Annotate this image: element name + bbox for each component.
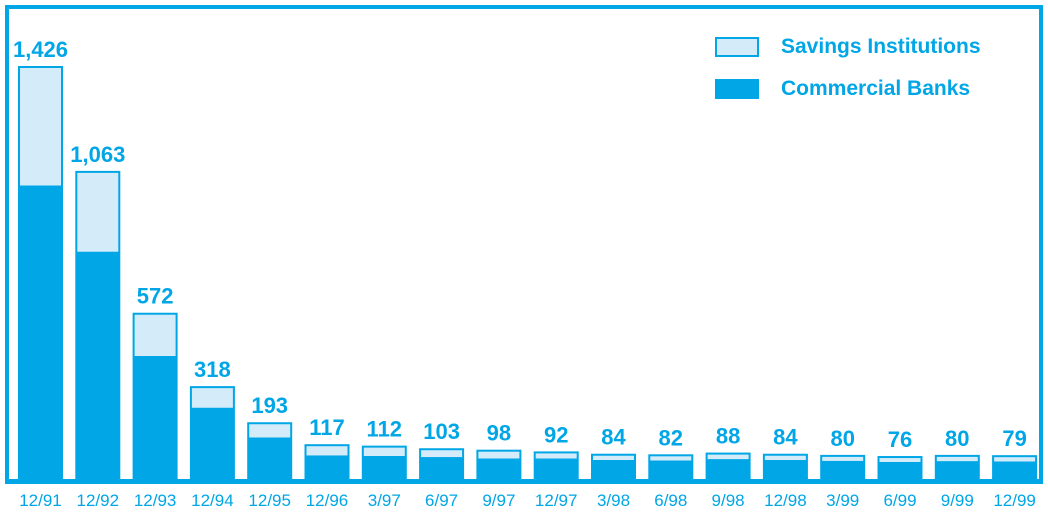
x-tick-label-9/98: 9/98	[712, 491, 745, 510]
bar-savings-12/92	[76, 171, 120, 252]
data-label-3/97: 112	[367, 417, 403, 442]
data-label-3/99: 80	[830, 426, 854, 451]
bar-commercial-9/97	[477, 458, 521, 479]
data-label-12/98: 84	[773, 425, 798, 450]
bar-outline-12/96	[304, 444, 350, 480]
legend-swatch-commercial	[715, 79, 759, 99]
bar-commercial-6/99	[878, 461, 922, 479]
bar-savings-3/97	[362, 446, 406, 456]
bar-outline-12/94	[189, 386, 235, 480]
bar-savings-3/99	[821, 455, 865, 461]
data-label-12/96: 117	[309, 415, 345, 440]
data-label-6/97: 103	[423, 419, 460, 444]
x-tick-label-12/91: 12/91	[19, 491, 62, 510]
bar-savings-12/94	[190, 387, 234, 408]
data-label-12/92: 1,063	[70, 142, 125, 167]
legend-label-savings: Savings Institutions	[781, 35, 981, 58]
data-label-9/99: 80	[945, 426, 969, 451]
data-label-12/93: 572	[137, 284, 174, 309]
bar-savings-12/91	[19, 67, 62, 186]
x-tick-label-6/97: 6/97	[425, 491, 458, 510]
data-label-12/94: 318	[194, 357, 231, 382]
x-tick-label-3/99: 3/99	[826, 491, 859, 510]
bar-savings-9/99	[935, 455, 979, 462]
bar-outline-9/99	[934, 454, 980, 480]
legend-item-commercial: Commercial Banks	[715, 76, 981, 102]
bar-outline-3/97	[361, 445, 407, 481]
bar-commercial-3/99	[821, 460, 865, 479]
x-tick-label-6/98: 6/98	[654, 491, 687, 510]
data-label-3/98: 84	[601, 425, 626, 450]
bar-outline-12/91	[18, 66, 63, 480]
bar-commercial-12/98	[763, 459, 807, 479]
data-label-6/99: 76	[888, 427, 912, 452]
x-tick-label-9/99: 9/99	[941, 491, 974, 510]
bar-savings-6/97	[420, 449, 464, 458]
bar-outline-12/93	[132, 312, 178, 480]
bar-commercial-6/98	[649, 460, 693, 479]
x-tick-label-12/92: 12/92	[77, 491, 120, 510]
data-label-12/99: 79	[1002, 426, 1026, 451]
legend-swatch-savings	[715, 37, 759, 57]
bar-savings-12/96	[305, 445, 349, 456]
bar-commercial-9/98	[706, 459, 750, 479]
x-tick-label-12/99: 12/99	[993, 491, 1036, 510]
bar-outline-12/95	[247, 422, 293, 481]
bar-outline-6/99	[877, 456, 923, 481]
data-label-12/97: 92	[544, 422, 568, 447]
bar-outline-6/97	[419, 448, 465, 481]
x-tick-label-12/97: 12/97	[535, 491, 578, 510]
data-label-9/97: 98	[487, 421, 511, 446]
data-label-12/95: 193	[251, 393, 288, 418]
bar-savings-9/97	[477, 450, 521, 459]
bar-commercial-6/97	[420, 457, 464, 479]
x-tick-label-3/98: 3/98	[597, 491, 630, 510]
bar-outline-3/99	[820, 454, 866, 480]
legend: Savings Institutions Commercial Banks	[715, 34, 981, 118]
bar-commercial-12/96	[305, 455, 349, 479]
bar-savings-9/98	[706, 453, 750, 460]
data-label-9/98: 88	[716, 424, 740, 449]
x-tick-label-3/97: 3/97	[368, 491, 401, 510]
x-tick-label-12/95: 12/95	[248, 491, 291, 510]
bar-commercial-12/93	[133, 355, 177, 479]
data-label-12/91: 1,426	[13, 37, 68, 62]
bar-commercial-12/91	[19, 185, 62, 480]
bar-savings-3/98	[592, 454, 635, 460]
legend-item-savings: Savings Institutions	[715, 34, 981, 60]
bar-outline-3/98	[591, 453, 636, 480]
bar-commercial-3/97	[362, 455, 406, 479]
bar-commercial-12/99	[993, 461, 1037, 479]
bar-savings-12/99	[993, 456, 1037, 462]
bar-commercial-12/92	[76, 251, 120, 479]
x-tick-label-12/96: 12/96	[306, 491, 349, 510]
bar-outline-6/98	[648, 454, 694, 481]
data-label-6/98: 82	[659, 425, 683, 450]
bar-commercial-12/97	[534, 458, 578, 479]
bar-commercial-3/98	[592, 459, 635, 479]
bar-outline-12/99	[992, 455, 1038, 481]
bar-savings-12/98	[763, 454, 807, 460]
x-tick-label-12/98: 12/98	[764, 491, 807, 510]
bar-outline-12/97	[533, 451, 579, 480]
x-tick-label-12/93: 12/93	[134, 491, 177, 510]
bar-outline-12/98	[762, 453, 808, 480]
bar-outline-12/92	[75, 170, 121, 480]
bar-commercial-9/99	[935, 461, 979, 479]
legend-label-commercial: Commercial Banks	[781, 77, 971, 100]
bar-savings-6/99	[878, 457, 922, 462]
bar-commercial-12/95	[248, 437, 292, 479]
bar-outline-9/98	[705, 452, 751, 481]
bar-commercial-12/94	[190, 407, 234, 479]
bar-savings-12/93	[133, 313, 177, 356]
x-tick-label-12/94: 12/94	[191, 491, 234, 510]
bar-savings-12/97	[534, 452, 578, 459]
bar-savings-12/95	[248, 423, 292, 438]
x-tick-label-9/97: 9/97	[482, 491, 515, 510]
bar-outline-9/97	[476, 449, 522, 480]
x-tick-label-6/99: 6/99	[883, 491, 916, 510]
bar-savings-6/98	[649, 455, 693, 461]
